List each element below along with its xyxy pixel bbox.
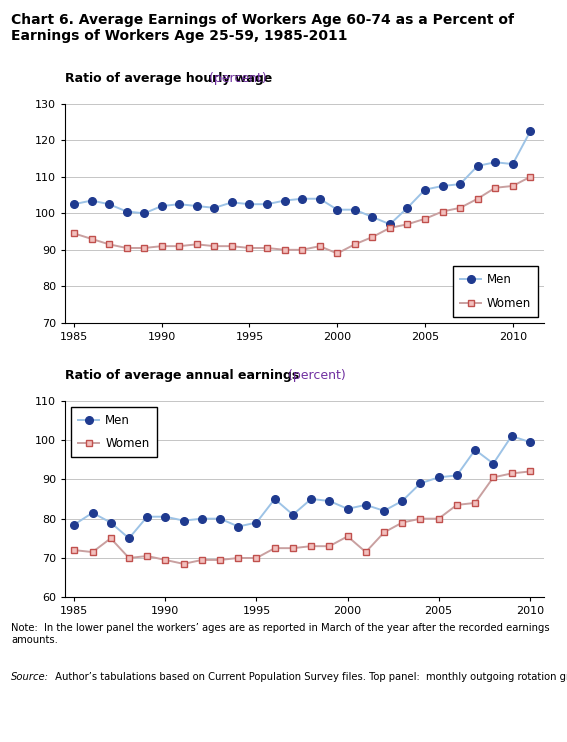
Text: Note:  In the lower panel the workers’ ages are as reported in March of the year: Note: In the lower panel the workers’ ag… bbox=[11, 623, 550, 645]
Text: Author’s tabulations based on Current Population Survey files. Top panel:  month: Author’s tabulations based on Current Po… bbox=[52, 672, 567, 681]
Text: Chart 6. Average Earnings of Workers Age 60-74 as a Percent of
Earnings of Worke: Chart 6. Average Earnings of Workers Age… bbox=[11, 13, 514, 43]
Text: Ratio of average annual earnings: Ratio of average annual earnings bbox=[65, 369, 299, 382]
Text: Source:: Source: bbox=[11, 672, 49, 681]
Legend: Men, Women: Men, Women bbox=[71, 407, 156, 457]
Legend: Men, Women: Men, Women bbox=[453, 266, 539, 317]
Text: Ratio of average hourly wage: Ratio of average hourly wage bbox=[65, 72, 273, 85]
Text: (percent): (percent) bbox=[205, 72, 267, 85]
Text: (percent): (percent) bbox=[284, 369, 345, 382]
